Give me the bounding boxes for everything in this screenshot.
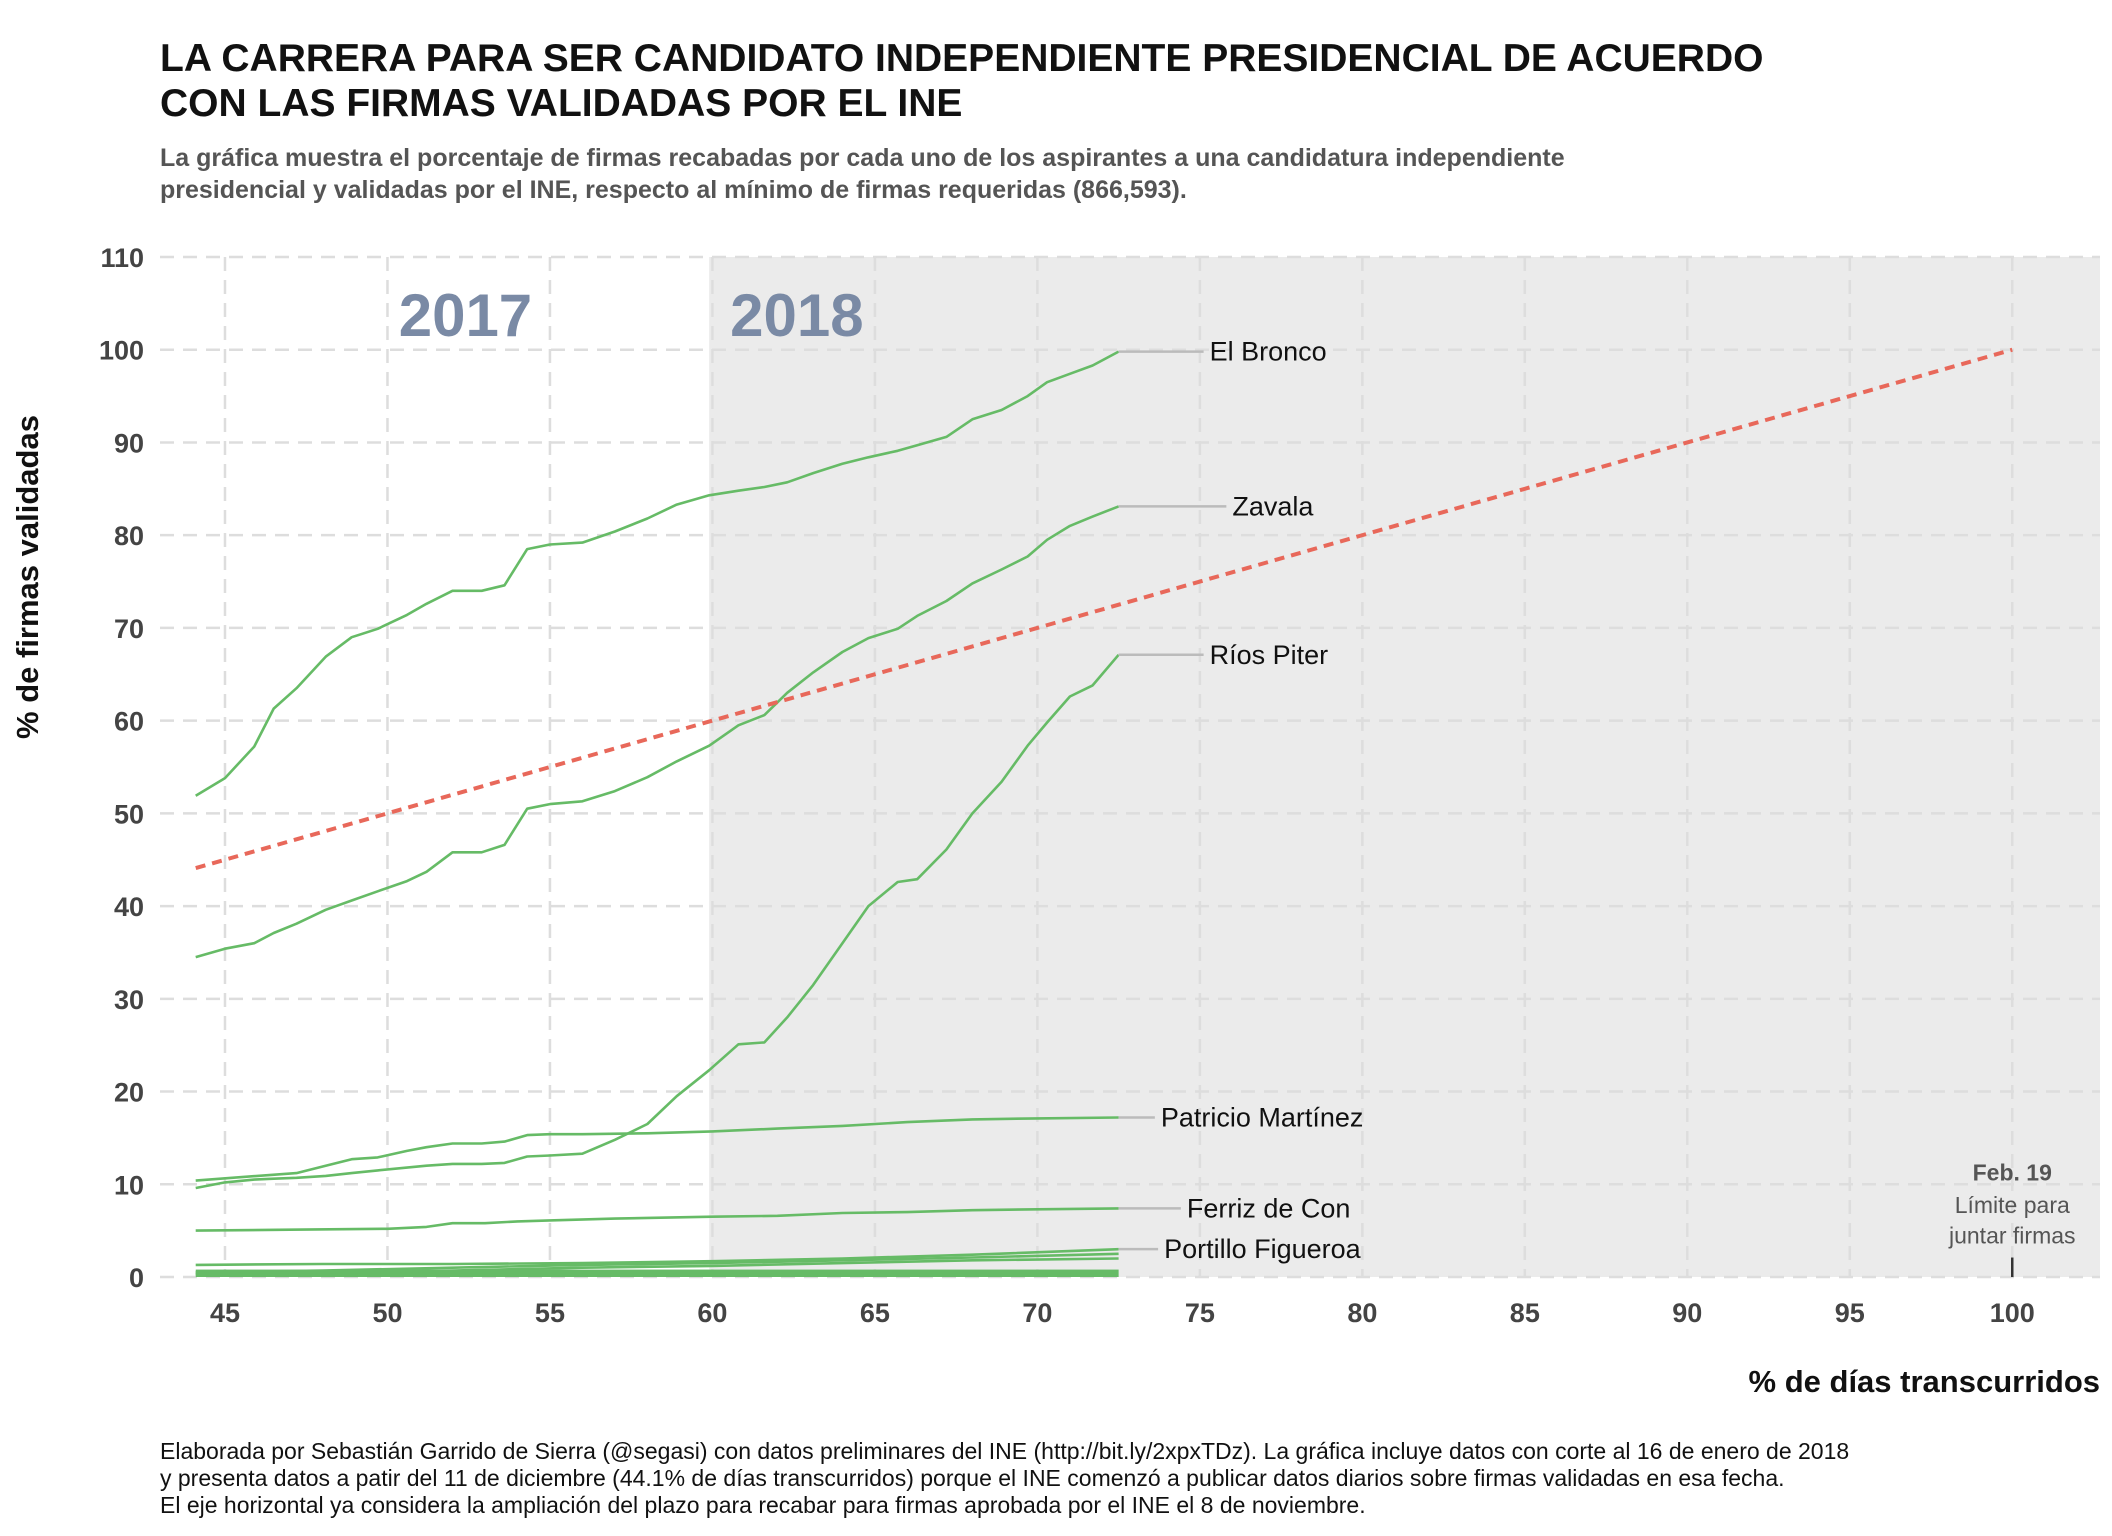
x-tick-label: 70 [1022,1298,1052,1328]
chart-caption: Elaborada por Sebastián Garrido de Sierr… [160,1438,2100,1519]
x-tick-label: 95 [1835,1298,1865,1328]
x-tick-label: 85 [1510,1298,1540,1328]
year-label: 2018 [730,282,863,349]
y-axis-label: % de firmas validadas [10,415,45,739]
series-label: Portillo Figueroa [1164,1234,1362,1264]
series-labels: El Bronco Zavala Ríos Piter Patricio Martín… [1118,337,1364,1264]
y-tick-label: 10 [114,1170,144,1200]
x-tick-label: 50 [372,1298,402,1328]
x-tick-label: 65 [860,1298,890,1328]
chart-subtitle: La gráfica muestra el porcentaje de firm… [160,142,2060,206]
x-tick-label: 80 [1347,1298,1377,1328]
caption-line-3: El eje horizontal ya considera la amplia… [160,1492,1366,1518]
reference-line-group [195,347,2013,870]
x-tick-label: 60 [697,1298,727,1328]
gridlines [160,255,2100,1279]
y-tick-label: 60 [114,707,144,737]
deadline-annotation: Feb. 19 Límite para juntar firmas [1948,1160,2076,1277]
y-tick-label: 40 [114,892,144,922]
x-axis-label: % de días transcurridos [1749,1364,2100,1399]
year-label: 2017 [399,282,532,349]
chart-title: LA CARRERA PARA SER CANDIDATO INDEPENDIE… [160,36,2060,126]
y-tick-label: 110 [100,243,144,273]
x-tick-label: 75 [1185,1298,1215,1328]
near-zero-series-band [195,1269,1119,1277]
series-line-5 [195,1247,1119,1267]
x-tick-label: 55 [535,1298,565,1328]
series-line-7 [195,1257,1119,1276]
series-label: Zavala [1232,491,1314,521]
chart-title-line-2: CON LAS FIRMAS VALIDADAS POR EL INE [160,82,963,125]
y-tick-label: 100 [99,336,144,366]
series-line-4 [195,1207,1119,1232]
x-tick-label: 90 [1672,1298,1702,1328]
caption-line-1: Elaborada por Sebastián Garrido de Sierr… [160,1438,1850,1464]
y-tick-label: 90 [114,428,144,458]
near-zero-band [195,1269,1119,1277]
y-tick-label: 20 [114,1078,144,1108]
series-label: Patricio Martínez [1161,1103,1364,1133]
series-line-1 [195,505,1120,959]
y-axis-ticks: 0 10 20 30 40 50 60 70 80 90 100 110 [99,243,144,1293]
chart-subtitle-line-2: presidencial y validadas por el INE, res… [160,176,1187,204]
series-label: Ferriz de Con [1187,1193,1351,1223]
series-line-6 [195,1252,1119,1274]
x-tick-label: 100 [1990,1298,2035,1328]
y-tick-label: 80 [114,521,144,551]
y-tick-label: 30 [114,985,144,1015]
series-line-3 [195,1116,1119,1182]
chart-subtitle-line-1: La gráfica muestra el porcentaje de firm… [160,144,1565,172]
annotation-line-2: juntar firmas [1948,1223,2076,1249]
y-tick-label: 0 [129,1263,144,1293]
series-label: El Bronco [1210,337,1327,367]
y-tick-label: 70 [114,614,144,644]
chart-title-line-1: LA CARRERA PARA SER CANDIDATO INDEPENDIE… [160,37,1764,80]
annotation-line-1: Límite para [1955,1192,2070,1218]
series-line-0 [195,350,1120,797]
series-line-2 [195,653,1120,1190]
series-lines [195,350,1120,1276]
x-tick-label: 45 [210,1298,240,1328]
x-axis-ticks: 45 50 55 60 65 70 75 80 85 90 95 100 [210,1298,2035,1328]
series-label: Ríos Piter [1210,640,1329,670]
reference-line [195,347,2013,870]
caption-line-2: y presenta datos a patir del 11 de dicie… [160,1465,1785,1491]
annotation-title: Feb. 19 [1973,1160,2052,1186]
year-labels: 2017 2018 [399,282,864,349]
y-tick-label: 50 [114,799,144,829]
year-2018-shaded-region [709,257,2100,1277]
